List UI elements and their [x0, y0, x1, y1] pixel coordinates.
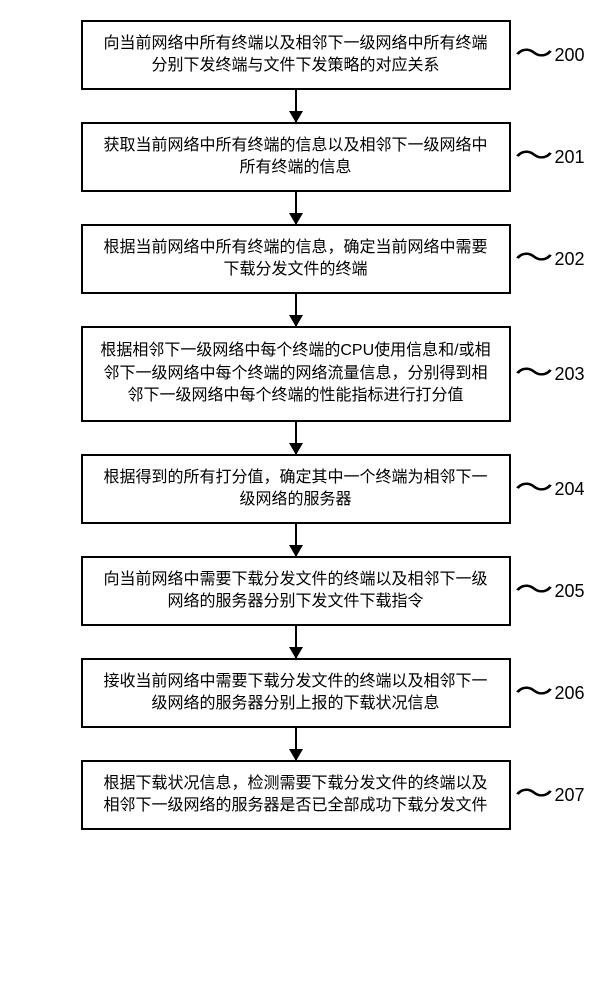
step-box-206: 接收当前网络中需要下载分发文件的终端以及相邻下一级网络的服务器分别上报的下载状况…	[81, 658, 511, 728]
brace-icon: 〜	[514, 678, 553, 708]
step-row-201: 获取当前网络中所有终端的信息以及相邻下一级网络中所有终端的信息〜201	[20, 122, 571, 192]
step-label-group-200: 〜200	[519, 40, 585, 70]
step-row-205: 向当前网络中需要下载分发文件的终端以及相邻下一级网络的服务器分别下发文件下载指令…	[20, 556, 571, 626]
brace-icon: 〜	[514, 142, 553, 172]
step-row-204: 根据得到的所有打分值，确定其中一个终端为相邻下一级网络的服务器〜204	[20, 454, 571, 524]
step-id-label-201: 201	[555, 147, 585, 168]
step-label-group-203: 〜203	[519, 359, 585, 389]
step-row-207: 根据下载状况信息，检测需要下载分发文件的终端以及相邻下一级网络的服务器是否已全部…	[20, 760, 571, 830]
brace-icon: 〜	[514, 780, 553, 810]
step-box-201: 获取当前网络中所有终端的信息以及相邻下一级网络中所有终端的信息	[81, 122, 511, 192]
step-label-group-207: 〜207	[519, 780, 585, 810]
step-box-202: 根据当前网络中所有终端的信息，确定当前网络中需要下载分发文件的终端	[81, 224, 511, 294]
brace-icon: 〜	[514, 474, 553, 504]
step-box-205: 向当前网络中需要下载分发文件的终端以及相邻下一级网络的服务器分别下发文件下载指令	[81, 556, 511, 626]
step-box-203: 根据相邻下一级网络中每个终端的CPU使用信息和/或相邻下一级网络中每个终端的网络…	[81, 326, 511, 422]
arrow-down-icon	[295, 422, 297, 454]
arrow-down-icon	[295, 192, 297, 224]
step-row-206: 接收当前网络中需要下载分发文件的终端以及相邻下一级网络的服务器分别上报的下载状况…	[20, 658, 571, 728]
arrow-down-icon	[295, 626, 297, 658]
step-id-label-200: 200	[555, 45, 585, 66]
step-id-label-206: 206	[555, 683, 585, 704]
step-label-group-206: 〜206	[519, 678, 585, 708]
step-box-204: 根据得到的所有打分值，确定其中一个终端为相邻下一级网络的服务器	[81, 454, 511, 524]
step-id-label-202: 202	[555, 249, 585, 270]
brace-icon: 〜	[514, 244, 553, 274]
step-label-group-202: 〜202	[519, 244, 585, 274]
arrow-down-icon	[295, 524, 297, 556]
step-row-200: 向当前网络中所有终端以及相邻下一级网络中所有终端分别下发终端与文件下发策略的对应…	[20, 20, 571, 90]
step-row-203: 根据相邻下一级网络中每个终端的CPU使用信息和/或相邻下一级网络中每个终端的网络…	[20, 326, 571, 422]
arrow-down-icon	[295, 90, 297, 122]
brace-icon: 〜	[514, 40, 553, 70]
step-id-label-207: 207	[555, 785, 585, 806]
step-box-200: 向当前网络中所有终端以及相邻下一级网络中所有终端分别下发终端与文件下发策略的对应…	[81, 20, 511, 90]
step-id-label-204: 204	[555, 479, 585, 500]
arrow-down-icon	[295, 728, 297, 760]
step-label-group-204: 〜204	[519, 474, 585, 504]
step-id-label-203: 203	[555, 364, 585, 385]
step-row-202: 根据当前网络中所有终端的信息，确定当前网络中需要下载分发文件的终端〜202	[20, 224, 571, 294]
step-label-group-201: 〜201	[519, 142, 585, 172]
brace-icon: 〜	[514, 359, 553, 389]
arrow-down-icon	[295, 294, 297, 326]
brace-icon: 〜	[514, 576, 553, 606]
step-id-label-205: 205	[555, 581, 585, 602]
flowchart-container: 向当前网络中所有终端以及相邻下一级网络中所有终端分别下发终端与文件下发策略的对应…	[20, 20, 571, 830]
step-label-group-205: 〜205	[519, 576, 585, 606]
step-box-207: 根据下载状况信息，检测需要下载分发文件的终端以及相邻下一级网络的服务器是否已全部…	[81, 760, 511, 830]
